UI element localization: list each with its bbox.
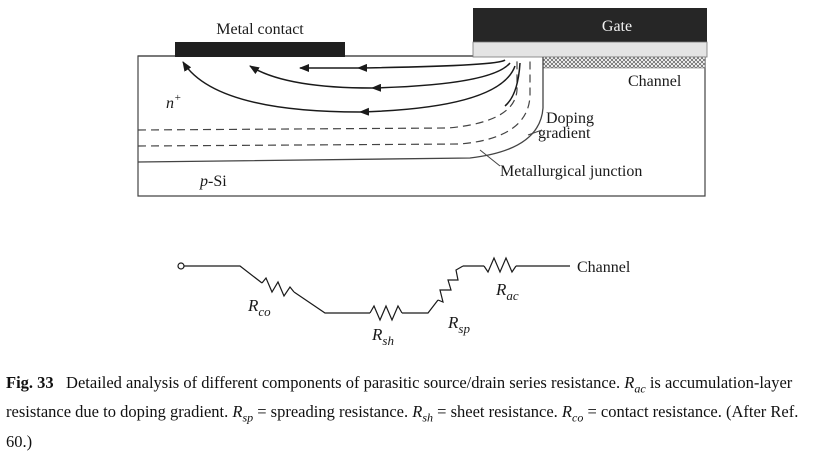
- current-arrow-4: [249, 65, 373, 89]
- term-rsp-symbol: Rsp: [232, 402, 254, 425]
- circuit-wire-left: [184, 265, 263, 284]
- current-arrow-7: [504, 62, 521, 107]
- rsp-label: Rsp: [447, 313, 470, 336]
- term-rsh-symbol: Rsh: [412, 402, 434, 425]
- term-rsh-desc: = sheet resistance.: [433, 402, 562, 422]
- equivalent-circuit: [177, 256, 570, 322]
- term-rac-desc: is accumulation-layer resistance due to …: [6, 373, 793, 422]
- current-flow-arrows: [182, 59, 521, 116]
- gate-oxide: [472, 41, 708, 58]
- gate-label: Gate: [602, 18, 632, 35]
- rco-label: Rco: [247, 296, 271, 319]
- gate-electrode: [473, 8, 707, 42]
- current-arrow-1: [357, 59, 506, 72]
- channel-region: [542, 56, 706, 69]
- resistor-rco: [261, 276, 295, 298]
- circuit-channel-label: Channel: [577, 259, 631, 276]
- doping-gradient-dashed-outer: [137, 57, 531, 147]
- current-arrow-5: [359, 65, 516, 116]
- rsh-label: Rsh: [371, 325, 394, 348]
- current-arrow-3: [371, 62, 511, 92]
- metallurgical-junction-label: Metallurgical junction: [500, 163, 642, 180]
- doping-gradient-label-line1: Doping: [546, 110, 594, 127]
- term-rac-symbol: Rac: [624, 373, 646, 396]
- channel-label: Channel: [628, 73, 682, 90]
- resistor-rac: [483, 256, 517, 274]
- caption-line1: Detailed analysis of different component…: [66, 373, 621, 392]
- p-si-label: p-Si: [199, 173, 227, 190]
- circuit-wire-middle-1: [293, 291, 370, 314]
- device-cross-section-figure: Metal contact Gate Channel n+ p-Si Dopin…: [137, 8, 708, 348]
- term-rco-symbol: Rco: [561, 402, 584, 425]
- n-plus-label: n+: [166, 92, 181, 112]
- doping-gradient-label-line2: gradient: [538, 125, 591, 142]
- metal-contact-label: Metal contact: [216, 21, 304, 38]
- metallurgical-junction-line: [137, 57, 544, 163]
- figure-caption: Fig. 33 Detailed analysis of different c…: [6, 371, 818, 453]
- circuit-terminal: [177, 262, 185, 270]
- resistor-rsp: [437, 265, 464, 303]
- metal-contact: [175, 42, 345, 57]
- current-arrow-6: [182, 61, 361, 113]
- term-rsp-desc: = spreading resistance.: [253, 402, 413, 422]
- term-rco-desc: = contact resistance. (After Ref. 60.): [6, 402, 799, 451]
- doping-gradient-dashed-inner: [137, 57, 518, 131]
- junction-leader: [479, 149, 501, 167]
- rac-label: Rac: [495, 280, 519, 303]
- circuit-wire-middle-2: [402, 299, 439, 314]
- figure-number: Fig. 33: [6, 373, 54, 392]
- doping-gradient-leader: [527, 129, 543, 136]
- resistor-rsh: [369, 304, 403, 322]
